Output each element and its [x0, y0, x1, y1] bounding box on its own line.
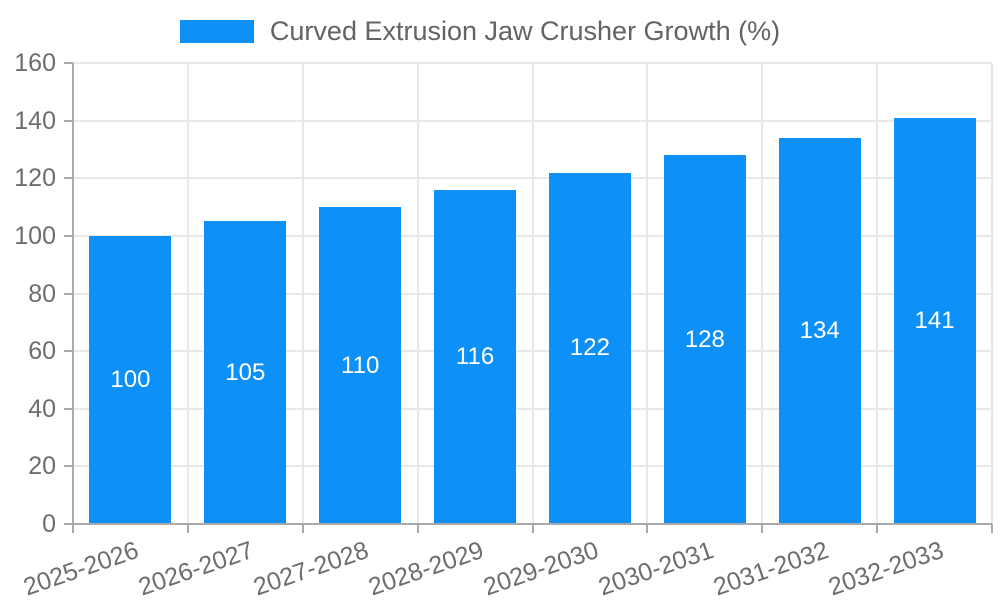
legend[interactable]: Curved Extrusion Jaw Crusher Growth (%): [0, 16, 960, 47]
y-tick-mark: [64, 465, 73, 468]
v-gridline: [646, 63, 649, 524]
bar-2028-2029[interactable]: 116: [434, 189, 517, 524]
y-tick-label: 20: [28, 452, 56, 481]
y-tick-label: 0: [42, 510, 56, 538]
bar-value-label: 141: [914, 306, 955, 334]
x-tick-mark: [991, 524, 993, 533]
legend-label: Curved Extrusion Jaw Crusher Growth (%): [269, 16, 781, 46]
y-tick-label: 40: [28, 394, 56, 423]
x-tick-mark: [186, 524, 189, 533]
plot-area: 100 105 110 116 122 128 134 141: [64, 62, 993, 525]
bar-2026-2027[interactable]: 105: [204, 221, 287, 524]
x-axis-line: [64, 523, 992, 525]
bar-value-label: 128: [684, 325, 725, 353]
v-gridline: [761, 63, 764, 524]
y-tick-mark: [64, 177, 73, 180]
y-tick-mark: [64, 62, 73, 64]
bar-2029-2030[interactable]: 122: [548, 172, 631, 524]
y-axis-line: [72, 63, 74, 524]
bar-value-label: 105: [225, 358, 266, 386]
x-tick-mark: [876, 524, 879, 533]
x-tick-mark: [301, 524, 304, 533]
bar-2031-2032[interactable]: 134: [778, 137, 861, 524]
bar-value-label: 100: [110, 365, 151, 393]
v-gridline: [876, 63, 879, 524]
y-tick-mark: [64, 350, 73, 353]
bar-2030-2031[interactable]: 128: [663, 155, 746, 524]
v-gridline: [531, 63, 534, 524]
bar-2032-2033[interactable]: 141: [893, 117, 976, 524]
bar-2025-2026[interactable]: 100: [89, 235, 172, 524]
y-tick-label: 60: [28, 337, 56, 366]
y-tick-mark: [64, 119, 73, 122]
x-tick-mark: [646, 524, 649, 533]
v-gridline: [991, 63, 993, 524]
legend-swatch: [179, 20, 254, 43]
y-tick-label: 140: [14, 106, 56, 135]
bar-value-label: 134: [799, 316, 840, 344]
x-tick-mark: [531, 524, 534, 533]
y-tick-label: 100: [14, 221, 56, 250]
bar-value-label: 122: [569, 334, 610, 362]
x-tick-mark: [761, 524, 764, 533]
bar-value-label: 110: [341, 351, 380, 379]
bar-2027-2028[interactable]: 110: [319, 207, 402, 524]
bar-value-label: 116: [455, 342, 495, 370]
y-tick-label: 160: [14, 49, 56, 77]
x-tick-mark: [416, 524, 419, 533]
y-tick-label: 120: [14, 164, 56, 193]
v-gridline: [301, 63, 304, 524]
v-gridline: [186, 63, 189, 524]
y-tick-mark: [64, 407, 73, 410]
y-tick-mark: [64, 292, 73, 295]
x-tick-mark: [72, 524, 74, 533]
y-tick-mark: [64, 234, 73, 237]
v-gridline: [416, 63, 419, 524]
y-tick-label: 80: [28, 279, 56, 308]
